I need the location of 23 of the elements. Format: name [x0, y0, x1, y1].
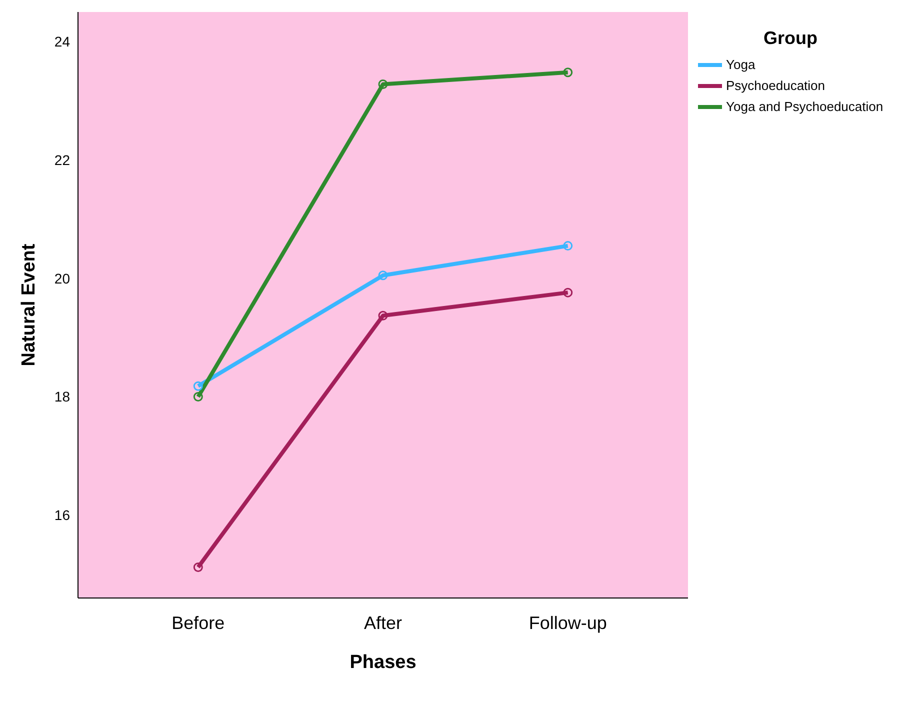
point — [193, 392, 203, 402]
y-axis-title: Natural Event — [18, 243, 40, 366]
legend-label: Psychoeducation — [726, 78, 826, 93]
y-tick-label: 18 — [54, 388, 70, 405]
x-tick-label: Before — [172, 612, 225, 633]
y-tick-label: 20 — [54, 270, 70, 286]
point — [378, 310, 388, 320]
point — [378, 270, 388, 280]
point — [563, 241, 573, 251]
x-axis-title: Phases — [350, 652, 416, 673]
point — [378, 79, 388, 89]
legend-title: Group — [762, 28, 819, 49]
y-tick-label: 24 — [54, 34, 70, 50]
point — [563, 288, 573, 298]
point — [193, 381, 203, 391]
x-tick-label: After — [364, 612, 402, 633]
legend-label: Yoga and Psychoeducation — [726, 99, 884, 114]
y-tick-label: 22 — [54, 152, 70, 168]
point — [563, 68, 573, 78]
legend-label: Yoga — [726, 57, 756, 72]
point — [193, 562, 203, 572]
y-tick-label: 16 — [54, 507, 70, 524]
x-tick-label: Follow-up — [528, 612, 607, 633]
